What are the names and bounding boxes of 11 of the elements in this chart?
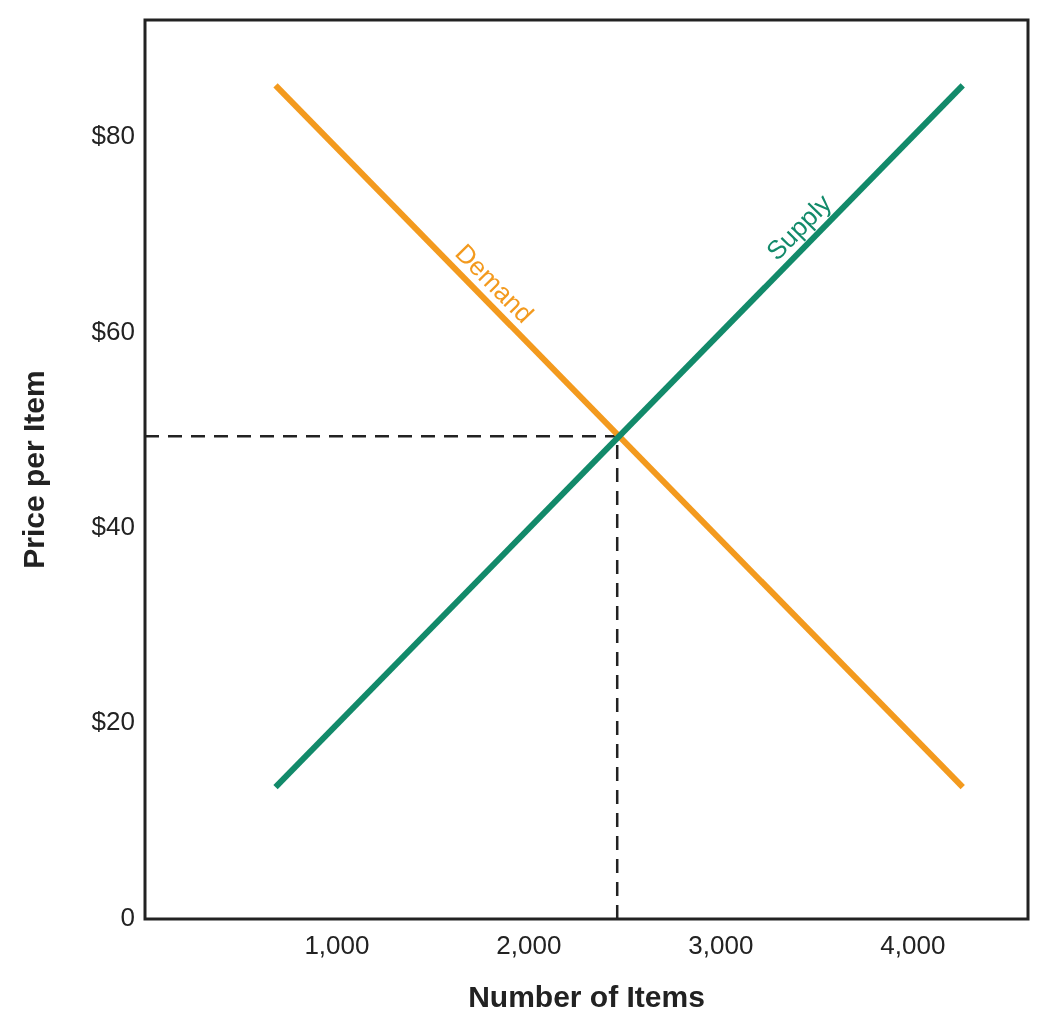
y-tick-label: $80 xyxy=(91,120,135,151)
y-tick-label: $60 xyxy=(91,315,135,346)
y-tick-label: 0 xyxy=(120,901,135,932)
x-tick-label: 2,000 xyxy=(496,930,562,960)
x-tick-label: 1,000 xyxy=(304,930,370,960)
x-axis-title: Number of Items xyxy=(468,980,705,1013)
y-tick-label: $20 xyxy=(91,706,135,737)
y-axis-title: Price per Item xyxy=(17,370,50,569)
x-tick-label: 3,000 xyxy=(688,930,754,960)
x-tick-label: 4,000 xyxy=(880,930,946,960)
y-tick-label: $40 xyxy=(91,511,135,542)
